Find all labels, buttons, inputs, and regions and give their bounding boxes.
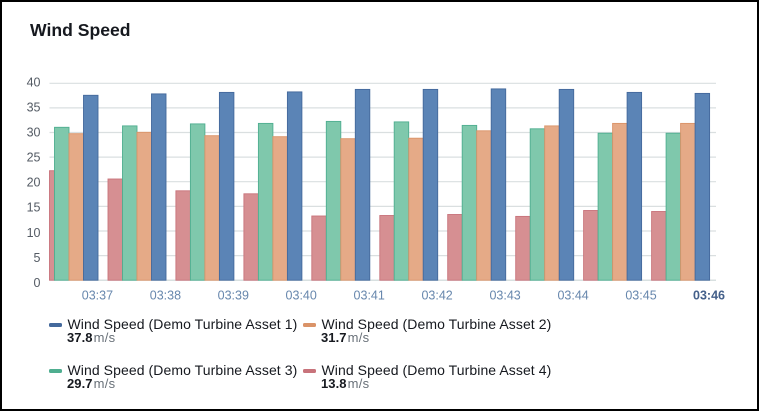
svg-text:15: 15 [27, 201, 41, 215]
svg-text:03:40: 03:40 [286, 288, 317, 302]
svg-text:0: 0 [34, 276, 41, 290]
svg-text:35: 35 [27, 101, 41, 115]
svg-text:20: 20 [27, 176, 41, 190]
svg-text:03:39: 03:39 [218, 288, 249, 302]
svg-text:03:38: 03:38 [150, 288, 181, 302]
svg-text:30: 30 [27, 126, 41, 140]
svg-text:03:46: 03:46 [693, 288, 725, 302]
svg-text:03:43: 03:43 [489, 288, 520, 302]
svg-text:03:42: 03:42 [421, 288, 452, 302]
svg-text:03:37: 03:37 [82, 288, 113, 302]
svg-text:40: 40 [27, 75, 41, 89]
svg-text:03:44: 03:44 [557, 288, 588, 302]
svg-text:10: 10 [27, 226, 41, 240]
svg-text:03:41: 03:41 [354, 288, 385, 302]
svg-text:5: 5 [34, 251, 41, 265]
svg-text:03:45: 03:45 [625, 288, 656, 302]
svg-text:25: 25 [27, 151, 41, 165]
